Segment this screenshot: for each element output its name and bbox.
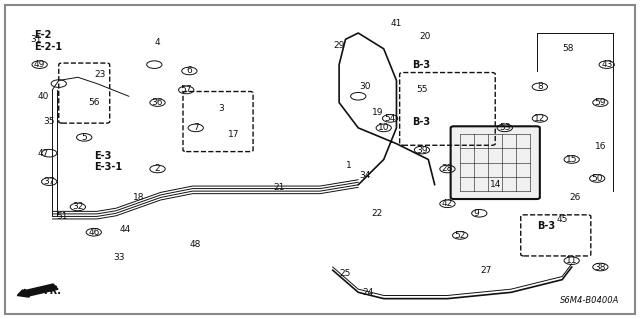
Text: 25: 25 — [340, 269, 351, 278]
Text: 58: 58 — [563, 44, 574, 53]
Text: E-2-1: E-2-1 — [35, 42, 63, 52]
Text: 43: 43 — [601, 60, 612, 69]
Text: B-3: B-3 — [412, 116, 431, 127]
Text: B-3: B-3 — [412, 60, 431, 70]
Text: 55: 55 — [416, 85, 428, 94]
Text: 52: 52 — [454, 231, 466, 240]
Text: 49: 49 — [34, 60, 45, 69]
Text: 8: 8 — [537, 82, 543, 91]
Text: 29: 29 — [333, 41, 345, 50]
Text: 11: 11 — [566, 256, 577, 265]
Text: 42: 42 — [442, 199, 453, 208]
Text: 39: 39 — [416, 145, 428, 154]
Text: 37: 37 — [44, 177, 55, 186]
Text: 30: 30 — [359, 82, 371, 91]
FancyBboxPatch shape — [451, 126, 540, 199]
Text: 45: 45 — [556, 215, 568, 224]
Text: 23: 23 — [95, 70, 106, 78]
Text: 59: 59 — [595, 98, 606, 107]
Text: 50: 50 — [591, 174, 603, 183]
Text: 26: 26 — [569, 193, 580, 202]
Text: 16: 16 — [595, 142, 606, 151]
Text: 56: 56 — [88, 98, 100, 107]
Text: 6: 6 — [186, 66, 192, 76]
Text: 48: 48 — [190, 241, 202, 249]
Text: 7: 7 — [193, 123, 198, 132]
Text: 1: 1 — [346, 161, 351, 170]
Text: 46: 46 — [88, 228, 99, 237]
Text: 33: 33 — [113, 253, 125, 262]
Text: 22: 22 — [372, 209, 383, 218]
FancyArrow shape — [17, 284, 58, 297]
Text: 14: 14 — [490, 180, 501, 189]
Text: 24: 24 — [362, 288, 373, 297]
Text: E-3: E-3 — [94, 151, 111, 161]
Text: 54: 54 — [385, 114, 396, 123]
Text: 2: 2 — [155, 165, 161, 174]
Text: E-2: E-2 — [35, 30, 52, 40]
Text: 57: 57 — [180, 85, 192, 94]
Text: 21: 21 — [273, 183, 284, 192]
Text: 34: 34 — [359, 171, 371, 180]
Text: 9: 9 — [473, 209, 479, 218]
Text: 36: 36 — [152, 98, 163, 107]
Text: 19: 19 — [372, 108, 383, 116]
Text: 10: 10 — [378, 123, 390, 132]
Text: 38: 38 — [595, 263, 606, 271]
Text: 41: 41 — [391, 19, 402, 28]
Text: 40: 40 — [37, 92, 49, 101]
Text: 51: 51 — [56, 212, 68, 221]
Text: 44: 44 — [120, 225, 131, 234]
Text: 3: 3 — [218, 104, 224, 113]
Text: 27: 27 — [480, 266, 492, 275]
Text: B-3: B-3 — [537, 221, 555, 231]
Text: 12: 12 — [534, 114, 545, 123]
Text: 4: 4 — [155, 38, 161, 47]
Text: 15: 15 — [566, 155, 577, 164]
Text: 35: 35 — [44, 117, 55, 126]
Text: S6M4-B0400A: S6M4-B0400A — [560, 296, 620, 305]
Text: 32: 32 — [72, 203, 84, 211]
Text: 31: 31 — [31, 35, 42, 44]
Text: 17: 17 — [228, 130, 240, 139]
Text: 47: 47 — [37, 149, 49, 158]
Text: 53: 53 — [499, 123, 511, 132]
Text: 18: 18 — [132, 193, 144, 202]
Text: 28: 28 — [442, 165, 453, 174]
Text: 20: 20 — [419, 32, 431, 41]
Text: FR.: FR. — [43, 286, 61, 296]
Text: 5: 5 — [81, 133, 87, 142]
Text: E-3-1: E-3-1 — [94, 162, 122, 172]
